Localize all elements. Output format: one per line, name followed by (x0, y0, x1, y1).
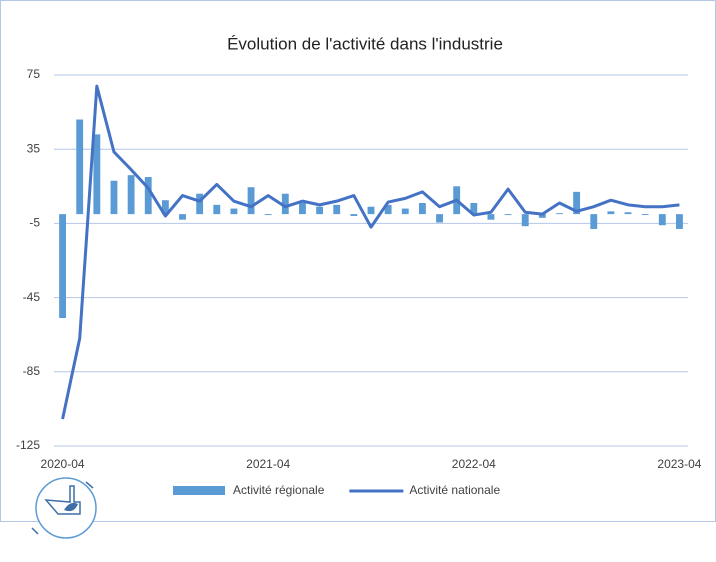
bar (504, 214, 512, 216)
y-tick-label: 75 (27, 67, 41, 81)
y-tick-label: -45 (23, 290, 41, 304)
bar (470, 202, 478, 215)
bar (299, 202, 306, 215)
bar (607, 211, 615, 215)
bar (641, 214, 649, 216)
line (61, 84, 680, 420)
bar (59, 214, 66, 319)
y-tick-label: -125 (16, 438, 40, 452)
bar (590, 214, 598, 229)
bar (196, 193, 204, 215)
x-tick-label: 2020-04 (41, 457, 85, 471)
logo (31, 477, 97, 539)
bar (384, 204, 392, 215)
chart-title: Évolution de l'activité dans l'industrie (227, 34, 503, 53)
bar (110, 180, 118, 215)
y-tick-label: 35 (27, 141, 41, 155)
x-tick-label: 2021-04 (246, 457, 290, 471)
bar (230, 208, 238, 215)
bar (418, 202, 426, 215)
x-tick-label: 2023-04 (657, 457, 701, 471)
y-tick-label: -5 (29, 216, 40, 230)
bar (556, 213, 563, 215)
bar (281, 193, 289, 215)
bar (624, 212, 632, 215)
bar (264, 214, 272, 216)
y-tick-label: -85 (23, 364, 41, 378)
bar (676, 214, 683, 229)
bar (316, 206, 324, 215)
bar (161, 200, 169, 215)
bar (436, 214, 443, 223)
legend-label: Activité régionale (233, 483, 325, 497)
legend-swatch (173, 486, 225, 495)
bar (179, 214, 186, 220)
bar (333, 204, 341, 215)
bar (144, 177, 152, 215)
bar (247, 187, 255, 215)
bar (658, 214, 666, 226)
bar (127, 175, 135, 215)
bar (213, 204, 221, 215)
bar (93, 134, 101, 215)
bar (367, 206, 375, 215)
bar (521, 214, 529, 227)
bar (573, 191, 581, 215)
x-tick-label: 2022-04 (452, 457, 496, 471)
bar (350, 214, 358, 216)
bar (401, 208, 409, 215)
legend-label: Activité nationale (409, 483, 500, 497)
bar (76, 119, 84, 215)
bar (538, 214, 546, 218)
bar (487, 214, 495, 220)
chart-frame (0, 0, 716, 522)
